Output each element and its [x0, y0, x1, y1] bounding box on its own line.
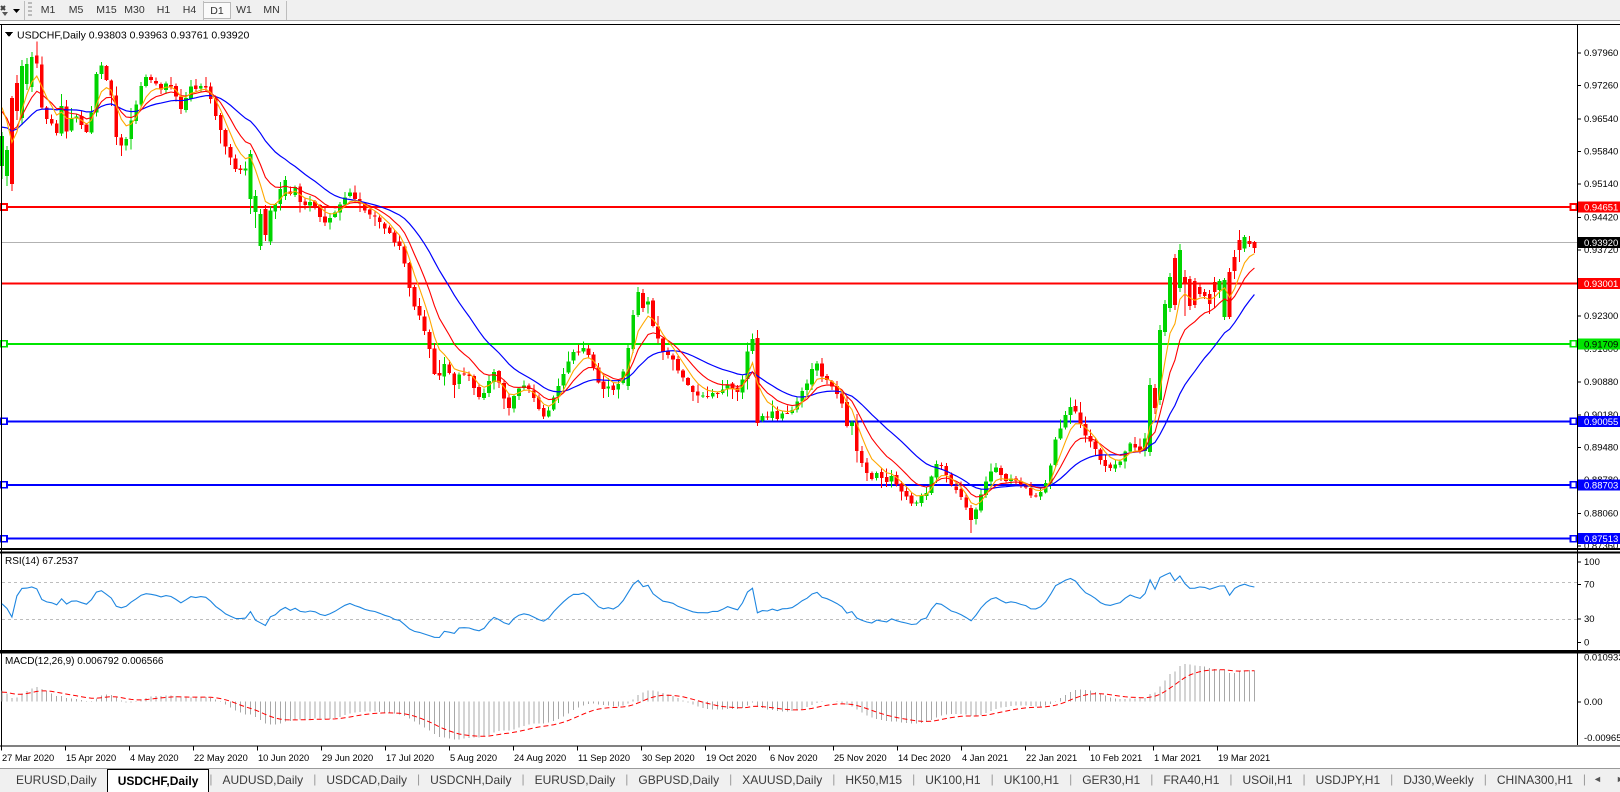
svg-text:6 Nov 2020: 6 Nov 2020 [770, 753, 818, 763]
svg-text:0.93920: 0.93920 [1584, 238, 1618, 249]
svg-text:0: 0 [1584, 637, 1589, 648]
svg-text:0.010933: 0.010933 [1584, 653, 1620, 664]
svg-text:11 Sep 2020: 11 Sep 2020 [578, 753, 630, 763]
svg-text:0.87360: 0.87360 [1584, 541, 1618, 552]
svg-text:19 Oct 2020: 19 Oct 2020 [706, 753, 757, 763]
svg-text:15 Apr 2020: 15 Apr 2020 [66, 753, 116, 763]
svg-text:0.90180: 0.90180 [1584, 410, 1618, 421]
svg-text:100: 100 [1584, 557, 1600, 568]
svg-text:22 Jan 2021: 22 Jan 2021 [1026, 753, 1077, 763]
svg-text:0.90880: 0.90880 [1584, 377, 1618, 388]
svg-text:MACD(12,26,9) 0.006792 0.00656: MACD(12,26,9) 0.006792 0.006566 [5, 656, 164, 667]
svg-text:0.92300: 0.92300 [1584, 311, 1618, 322]
svg-text:17 Jul 2020: 17 Jul 2020 [386, 753, 434, 763]
svg-text:29 Jun 2020: 29 Jun 2020 [322, 753, 373, 763]
svg-text:10 Jun 2020: 10 Jun 2020 [258, 753, 309, 763]
svg-text:0.89480: 0.89480 [1584, 442, 1618, 453]
svg-text:0.97260: 0.97260 [1584, 81, 1618, 92]
svg-text:0.00: 0.00 [1584, 697, 1603, 708]
svg-text:14 Dec 2020: 14 Dec 2020 [898, 753, 951, 763]
svg-text:25 Nov 2020: 25 Nov 2020 [834, 753, 887, 763]
svg-text:10 Feb 2021: 10 Feb 2021 [1090, 753, 1142, 763]
svg-text:0.88060: 0.88060 [1584, 508, 1618, 519]
svg-text:70: 70 [1584, 580, 1595, 591]
svg-text:30 Sep 2020: 30 Sep 2020 [642, 753, 695, 763]
svg-text:0.87513: 0.87513 [1584, 534, 1618, 545]
svg-text:0.90055: 0.90055 [1584, 417, 1618, 428]
svg-text:30: 30 [1584, 614, 1595, 625]
svg-text:0.96540: 0.96540 [1584, 114, 1618, 125]
svg-text:22 May 2020: 22 May 2020 [194, 753, 248, 763]
svg-text:24 Aug 2020: 24 Aug 2020 [514, 753, 566, 763]
svg-text:4 May 2020: 4 May 2020 [130, 753, 179, 763]
svg-text:19 Mar 2021: 19 Mar 2021 [1218, 753, 1270, 763]
svg-text:-0.009653: -0.009653 [1584, 733, 1620, 744]
svg-text:1 Mar 2021: 1 Mar 2021 [1154, 753, 1201, 763]
svg-text:0.88703: 0.88703 [1584, 480, 1618, 491]
svg-text:0.93001: 0.93001 [1584, 279, 1618, 290]
svg-text:5 Aug 2020: 5 Aug 2020 [450, 753, 497, 763]
svg-text:0.94420: 0.94420 [1584, 213, 1618, 224]
svg-text:RSI(14) 67.2537: RSI(14) 67.2537 [5, 556, 79, 567]
svg-text:0.97960: 0.97960 [1584, 48, 1618, 59]
svg-text:0.93720: 0.93720 [1584, 245, 1618, 256]
svg-text:27 Mar 2020: 27 Mar 2020 [2, 753, 54, 763]
svg-text:4 Jan 2021: 4 Jan 2021 [962, 753, 1008, 763]
svg-text:0.91709: 0.91709 [1584, 339, 1618, 350]
svg-text:0.94651: 0.94651 [1584, 203, 1618, 214]
svg-text:0.95140: 0.95140 [1584, 179, 1618, 190]
svg-text:0.95840: 0.95840 [1584, 147, 1618, 158]
svg-text:USDCHF,Daily 0.93803 0.93963: USDCHF,Daily 0.93803 0.93963 0.93761 0.9… [17, 30, 249, 42]
